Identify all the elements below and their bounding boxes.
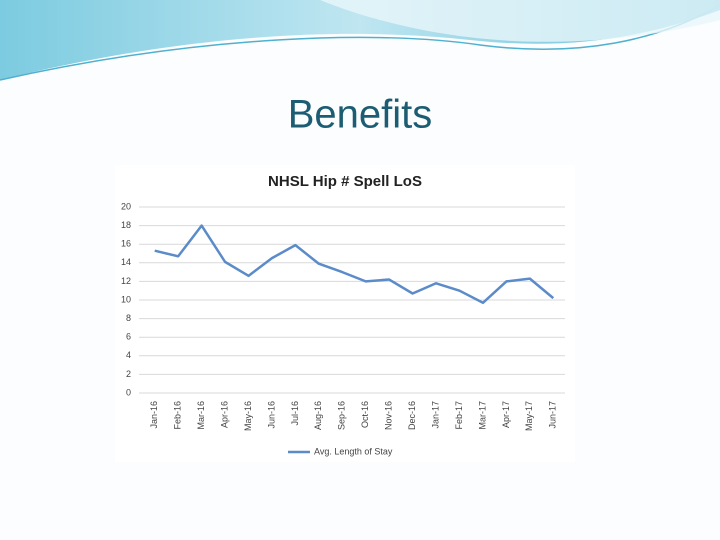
y-tick-label: 2	[126, 369, 131, 379]
y-tick-label: 18	[121, 220, 131, 230]
chart-title: NHSL Hip # Spell LoS	[268, 173, 422, 190]
y-tick-label: 4	[126, 350, 131, 360]
x-tick-label: Mar-17	[477, 401, 487, 430]
x-tick-label: Oct-16	[360, 401, 370, 428]
x-tick-label: Apr-17	[501, 401, 511, 428]
slide-title: Benefits	[288, 93, 433, 137]
x-tick-label: Jun-16	[266, 401, 276, 429]
x-tick-label: Jan-17	[430, 401, 440, 429]
x-tick-label: May-16	[243, 401, 253, 431]
y-tick-label: 14	[121, 257, 131, 267]
x-tick-label: Feb-17	[454, 401, 464, 430]
x-tick-label: Apr-16	[219, 401, 229, 428]
header-swoosh-light	[320, 0, 720, 42]
y-tick-label: 12	[121, 276, 131, 286]
y-tick-label: 16	[121, 239, 131, 249]
x-tick-label: Feb-16	[173, 401, 183, 430]
x-tick-label: Dec-16	[407, 401, 417, 430]
header-swoosh-line	[0, 4, 720, 81]
x-tick-label: Jul-16	[290, 401, 300, 426]
x-tick-label: Sep-16	[337, 401, 347, 430]
series-line	[154, 224, 555, 305]
x-tick-label: Mar-16	[196, 401, 206, 430]
y-tick-label: 10	[121, 294, 131, 304]
y-tick-label: 8	[126, 313, 131, 323]
x-tick-label: Jan-16	[149, 401, 159, 429]
y-tick-label: 20	[121, 201, 131, 211]
y-tick-label: 0	[126, 387, 131, 397]
x-tick-label: May-17	[524, 401, 534, 431]
x-tick-label: Jun-17	[548, 401, 558, 429]
legend-label: Avg. Length of Stay	[314, 446, 393, 456]
y-tick-label: 6	[126, 332, 131, 342]
chart-background	[115, 165, 575, 462]
x-tick-label: Aug-16	[313, 401, 323, 430]
x-tick-label: Nov-16	[384, 401, 394, 430]
